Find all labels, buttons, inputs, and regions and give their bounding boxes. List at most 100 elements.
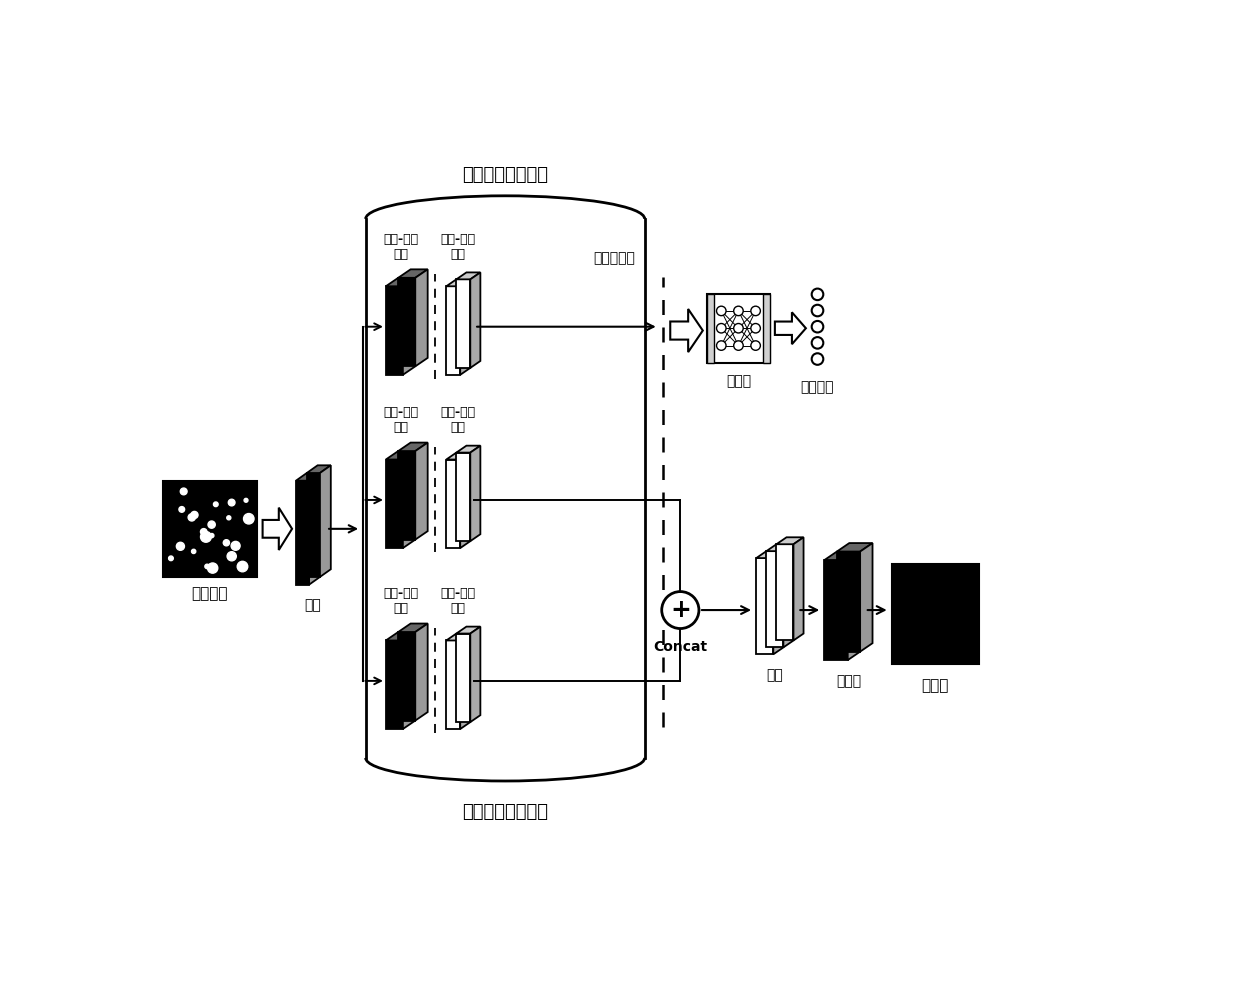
Circle shape	[227, 551, 237, 560]
Polygon shape	[309, 473, 320, 585]
Polygon shape	[793, 538, 804, 641]
Polygon shape	[460, 452, 471, 548]
Polygon shape	[456, 627, 481, 634]
Polygon shape	[777, 538, 804, 544]
Polygon shape	[456, 272, 481, 279]
Text: 最大-均値
池化: 最大-均値 池化	[441, 233, 476, 260]
Bar	[706, 294, 771, 363]
Bar	[706, 294, 714, 363]
Circle shape	[751, 341, 761, 350]
Polygon shape	[385, 632, 415, 641]
Polygon shape	[471, 627, 481, 722]
Bar	[162, 481, 258, 577]
Polygon shape	[446, 452, 471, 459]
Polygon shape	[460, 634, 471, 729]
Circle shape	[191, 512, 198, 519]
Polygon shape	[773, 551, 783, 654]
Circle shape	[228, 499, 235, 506]
Circle shape	[812, 321, 823, 333]
Circle shape	[812, 353, 823, 364]
Circle shape	[733, 341, 743, 350]
Polygon shape	[446, 279, 471, 286]
Polygon shape	[403, 278, 415, 375]
Text: 最大-均値
池化: 最大-均値 池化	[383, 587, 418, 615]
Polygon shape	[398, 278, 415, 366]
Circle shape	[223, 540, 229, 545]
Polygon shape	[385, 278, 415, 286]
Polygon shape	[471, 446, 481, 542]
Text: Concat: Concat	[653, 641, 707, 654]
Text: 自适应池化: 自适应池化	[593, 251, 636, 265]
Polygon shape	[767, 544, 793, 551]
Polygon shape	[398, 632, 415, 721]
Polygon shape	[670, 309, 703, 352]
Bar	[892, 564, 979, 664]
Text: 密度图: 密度图	[922, 678, 949, 693]
Polygon shape	[783, 544, 793, 647]
Polygon shape	[415, 443, 427, 540]
Circle shape	[662, 592, 699, 629]
Text: 分类输出: 分类输出	[800, 380, 834, 394]
Circle shape	[178, 507, 185, 512]
Text: 最大-均値
池化: 最大-均値 池化	[383, 233, 418, 260]
Text: 卷积: 卷积	[767, 668, 783, 682]
Circle shape	[244, 514, 254, 524]
Circle shape	[244, 498, 248, 502]
Polygon shape	[385, 459, 403, 548]
Text: +: +	[670, 598, 691, 622]
Polygon shape	[824, 551, 860, 560]
Text: 最大-均値
池化: 最大-均値 池化	[441, 406, 476, 434]
Circle shape	[812, 289, 823, 300]
Circle shape	[716, 306, 726, 316]
Text: 全连接: 全连接	[726, 374, 751, 388]
Circle shape	[169, 556, 173, 560]
Polygon shape	[398, 624, 427, 632]
Polygon shape	[398, 443, 427, 451]
Text: 输入图像: 输入图像	[192, 586, 228, 601]
Polygon shape	[456, 634, 471, 722]
Circle shape	[209, 534, 214, 538]
Circle shape	[237, 561, 248, 572]
Circle shape	[213, 502, 218, 507]
Text: 最大-均値
池化: 最大-均値 池化	[441, 587, 476, 615]
Polygon shape	[446, 634, 471, 641]
Polygon shape	[471, 272, 481, 368]
Polygon shape	[774, 312, 805, 345]
Polygon shape	[446, 459, 460, 548]
Polygon shape	[415, 624, 427, 721]
Polygon shape	[446, 286, 460, 375]
Polygon shape	[403, 451, 415, 548]
Circle shape	[201, 529, 207, 535]
Polygon shape	[415, 269, 427, 366]
Text: 反卷积: 反卷积	[836, 674, 861, 688]
Circle shape	[751, 306, 761, 316]
Polygon shape	[756, 551, 783, 558]
Polygon shape	[320, 465, 331, 577]
Polygon shape	[398, 451, 415, 540]
Text: 人群计数特征提取: 人群计数特征提取	[462, 803, 548, 821]
Bar	[763, 294, 771, 363]
Polygon shape	[385, 286, 403, 375]
Polygon shape	[836, 551, 860, 651]
Text: 最大-均値
池化: 最大-均値 池化	[383, 406, 418, 434]
Polygon shape	[767, 551, 783, 647]
Polygon shape	[836, 544, 872, 551]
Text: 全局密度特征提取: 全局密度特征提取	[462, 166, 548, 184]
Polygon shape	[385, 641, 403, 729]
Polygon shape	[824, 560, 847, 660]
Polygon shape	[307, 465, 331, 473]
Polygon shape	[446, 641, 460, 729]
Polygon shape	[456, 446, 481, 452]
Circle shape	[716, 341, 726, 350]
Circle shape	[751, 324, 761, 333]
Circle shape	[192, 549, 196, 553]
Polygon shape	[403, 632, 415, 729]
Polygon shape	[307, 473, 320, 577]
Circle shape	[716, 324, 726, 333]
Polygon shape	[456, 452, 471, 542]
Circle shape	[207, 563, 218, 573]
Polygon shape	[263, 508, 292, 550]
Circle shape	[201, 532, 212, 543]
Polygon shape	[460, 279, 471, 375]
Polygon shape	[756, 558, 773, 654]
